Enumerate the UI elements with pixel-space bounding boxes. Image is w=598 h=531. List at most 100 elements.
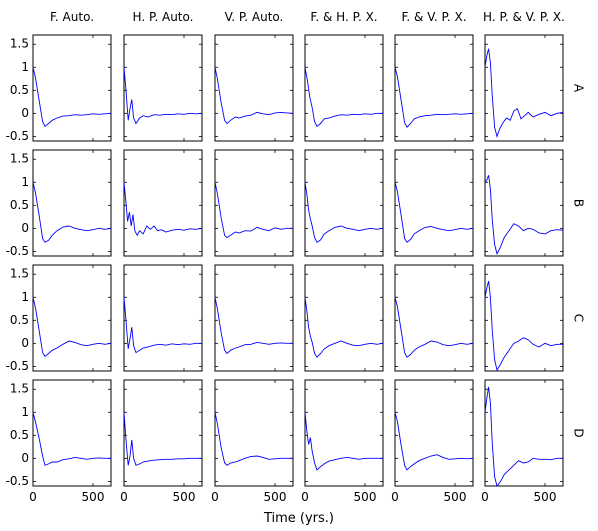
panel: 0 500 — [391, 379, 474, 504]
y-tick-label: 1 — [21, 290, 29, 304]
panel — [394, 264, 474, 372]
series-line — [214, 182, 293, 239]
panel-frame — [304, 264, 384, 372]
panel — [304, 34, 384, 142]
panel-frame — [214, 34, 294, 142]
panel-frame — [394, 264, 474, 372]
x-tick-label: 0 — [391, 490, 399, 504]
panel: -0.5 0 0.5 1 1.5 — [6, 149, 112, 258]
y-tick-label: 1 — [21, 60, 29, 74]
y-tick-label: 0.5 — [10, 83, 29, 97]
panel-frame — [32, 379, 112, 487]
panel-frame — [214, 264, 294, 372]
panel — [214, 264, 294, 372]
y-tick-label: 0 — [21, 221, 29, 235]
x-tick-label: 500 — [82, 490, 105, 504]
series-line — [123, 182, 203, 237]
y-tick-label: -0.5 — [6, 129, 29, 143]
series-line — [304, 297, 384, 358]
panel — [484, 264, 564, 372]
y-tick-label: 0 — [21, 336, 29, 350]
panel — [484, 34, 564, 142]
row-label: A — [572, 84, 586, 93]
series-line — [304, 412, 383, 471]
panel-frame — [32, 264, 112, 372]
y-tick-label: 0 — [21, 451, 29, 465]
panel — [214, 149, 294, 257]
series-line — [484, 48, 564, 138]
series-line — [394, 182, 474, 243]
series-line — [32, 67, 112, 127]
series-line — [394, 67, 474, 128]
y-tick-label: -0.5 — [6, 359, 29, 373]
x-tick-label: 500 — [444, 490, 467, 504]
column-title: H. P. & V. P. X. — [483, 10, 565, 24]
series-line — [484, 386, 563, 487]
series-line — [214, 67, 294, 125]
panel-frame — [394, 149, 474, 257]
x-axis-label: Time (yrs.) — [263, 511, 334, 526]
x-tick-label: 0 — [481, 490, 489, 504]
y-tick-label: 1.5 — [10, 152, 29, 166]
panel — [123, 264, 203, 372]
panel-frame — [123, 149, 203, 257]
y-tick-label: 1 — [21, 175, 29, 189]
column-title: F. Auto. — [50, 10, 94, 24]
panel-frame — [32, 34, 112, 142]
panel-frame — [32, 149, 112, 257]
panel-frame — [304, 34, 384, 142]
y-tick-label: 1.5 — [10, 382, 29, 396]
column-title: F. & H. P. X. — [310, 10, 377, 24]
panel: 0 500 — [301, 379, 384, 504]
panel: -0.500.511.50 500 — [6, 379, 112, 504]
x-tick-label: 0 — [211, 490, 219, 504]
panel-frame — [484, 34, 564, 142]
y-tick-label: 0.5 — [10, 198, 29, 212]
panel-frame — [123, 264, 203, 372]
panel-frame — [394, 379, 474, 487]
panel: 0 500 — [211, 379, 294, 504]
y-tick-label: 1.5 — [10, 267, 29, 281]
panel: -0.5 0 0.5 1 1.5 — [6, 34, 112, 143]
panel — [304, 264, 384, 372]
series-line — [214, 412, 293, 466]
panel-frame — [304, 379, 384, 487]
series-line — [123, 297, 202, 354]
series-line — [484, 280, 563, 372]
panel — [123, 149, 203, 257]
column-title: H. P. Auto. — [133, 10, 194, 24]
y-tick-label: 0.5 — [10, 428, 29, 442]
panel-frame — [123, 34, 203, 142]
series-line — [123, 412, 202, 466]
panel-frame — [214, 379, 294, 487]
row-label: C — [572, 314, 586, 322]
panel — [394, 149, 474, 257]
series-line — [394, 412, 474, 471]
panel — [214, 34, 294, 142]
series-line — [32, 297, 112, 357]
series-line — [123, 67, 203, 125]
x-tick-label: 500 — [173, 490, 196, 504]
panel — [394, 34, 474, 142]
series-line — [304, 182, 384, 243]
panel-frame — [304, 149, 384, 257]
y-tick-label: 1 — [21, 405, 29, 419]
panel — [484, 149, 564, 257]
series-line — [32, 412, 111, 466]
y-tick-label: -0.5 — [6, 474, 29, 488]
x-tick-label: 500 — [264, 490, 287, 504]
y-tick-label: 1.5 — [10, 37, 29, 51]
panel: 0 500 — [481, 379, 564, 504]
panel — [304, 149, 384, 257]
panel — [123, 34, 203, 142]
panel-frame — [394, 34, 474, 142]
panel-frame — [484, 264, 564, 372]
y-tick-label: 0 — [21, 106, 29, 120]
row-label: D — [572, 428, 586, 437]
column-title: F. & V. P. X. — [401, 10, 466, 24]
x-tick-label: 500 — [354, 490, 377, 504]
x-tick-label: 0 — [29, 490, 37, 504]
y-tick-label: 0.5 — [10, 313, 29, 327]
panel-frame — [484, 149, 564, 257]
